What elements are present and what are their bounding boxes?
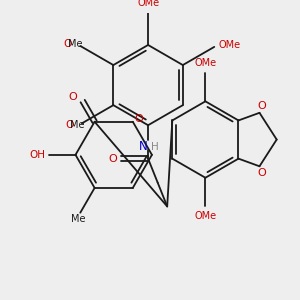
Text: OMe: OMe (194, 58, 217, 68)
Text: O: O (69, 92, 77, 102)
Text: OMe: OMe (218, 40, 241, 50)
Text: O: O (64, 39, 72, 49)
Text: Me: Me (68, 39, 83, 49)
Text: O: O (257, 168, 266, 178)
Text: OH: OH (29, 150, 45, 160)
Text: O: O (134, 114, 143, 124)
Text: H: H (151, 142, 159, 152)
Text: O: O (257, 101, 266, 111)
Text: OMe: OMe (137, 0, 159, 8)
Text: OMe: OMe (194, 211, 217, 221)
Text: Me: Me (70, 120, 84, 130)
Text: Me: Me (71, 214, 85, 224)
Text: N: N (139, 140, 148, 153)
Text: O: O (65, 120, 74, 130)
Text: O: O (108, 154, 117, 164)
